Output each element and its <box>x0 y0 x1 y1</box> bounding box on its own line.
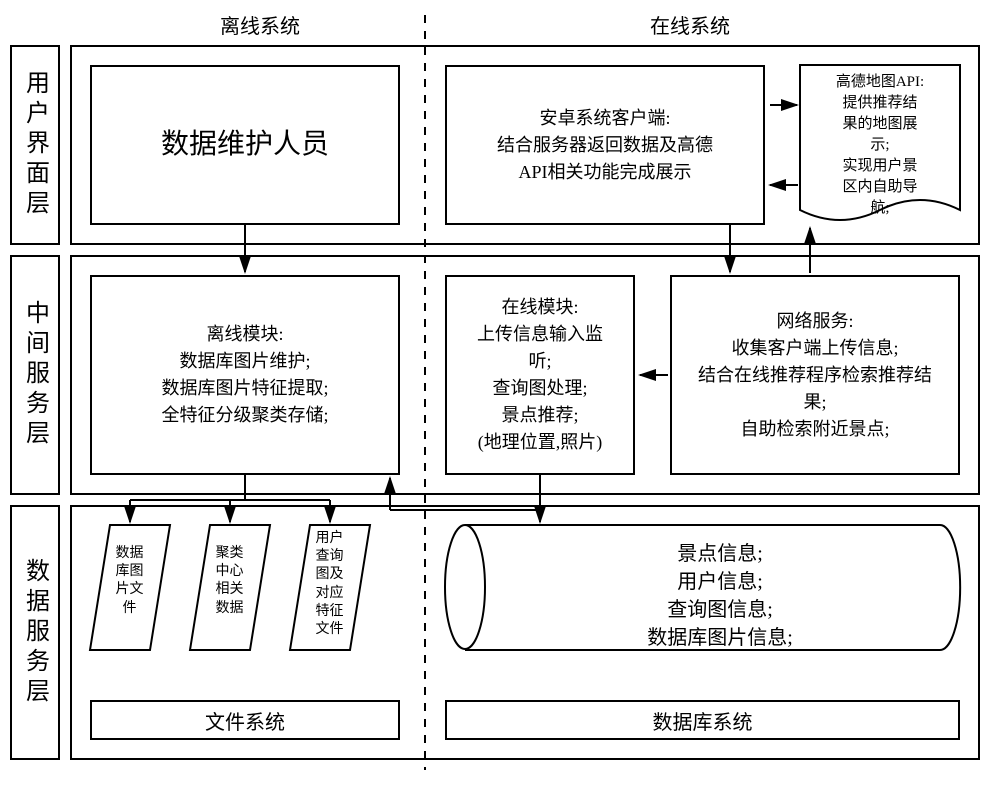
net-service-block: 网络服务: 收集客户端上传信息; 结合在线推荐程序检索推荐结 果; 自助检索附近… <box>670 275 960 475</box>
para1-text: 数据 库图 片文 件 <box>102 545 157 618</box>
filesystem-box: 文件系统 <box>90 700 400 740</box>
header-online: 在线系统 <box>630 10 750 39</box>
label-ui-layer: 用户界面层 <box>10 45 60 245</box>
maintainer-block: 数据维护人员 <box>90 65 400 225</box>
para3-text: 用户 查询 图及 对应 特征 文件 <box>302 530 357 639</box>
label-data-layer: 数据服务层 <box>10 505 60 760</box>
cylinder-text: 景点信息; 用户信息; 查询图信息; 数据库图片信息; <box>510 540 930 652</box>
dbsystem-box: 数据库系统 <box>445 700 960 740</box>
online-module-block: 在线模块: 上传信息输入监 听; 查询图处理; 景点推荐; (地理位置,照片) <box>445 275 635 475</box>
android-block: 安卓系统客户端: 结合服务器返回数据及高德 API相关功能完成展示 <box>445 65 765 225</box>
gaode-text: 高德地图API: 提供推荐结 果的地图展 示; 实现用户景 区内自助导 航; <box>805 72 955 219</box>
label-mid-layer: 中间服务层 <box>10 255 60 495</box>
header-offline: 离线系统 <box>200 10 320 39</box>
para2-text: 聚类 中心 相关 数据 <box>202 545 257 618</box>
offline-module-block: 离线模块: 数据库图片维护; 数据库图片特征提取; 全特征分级聚类存储; <box>90 275 400 475</box>
